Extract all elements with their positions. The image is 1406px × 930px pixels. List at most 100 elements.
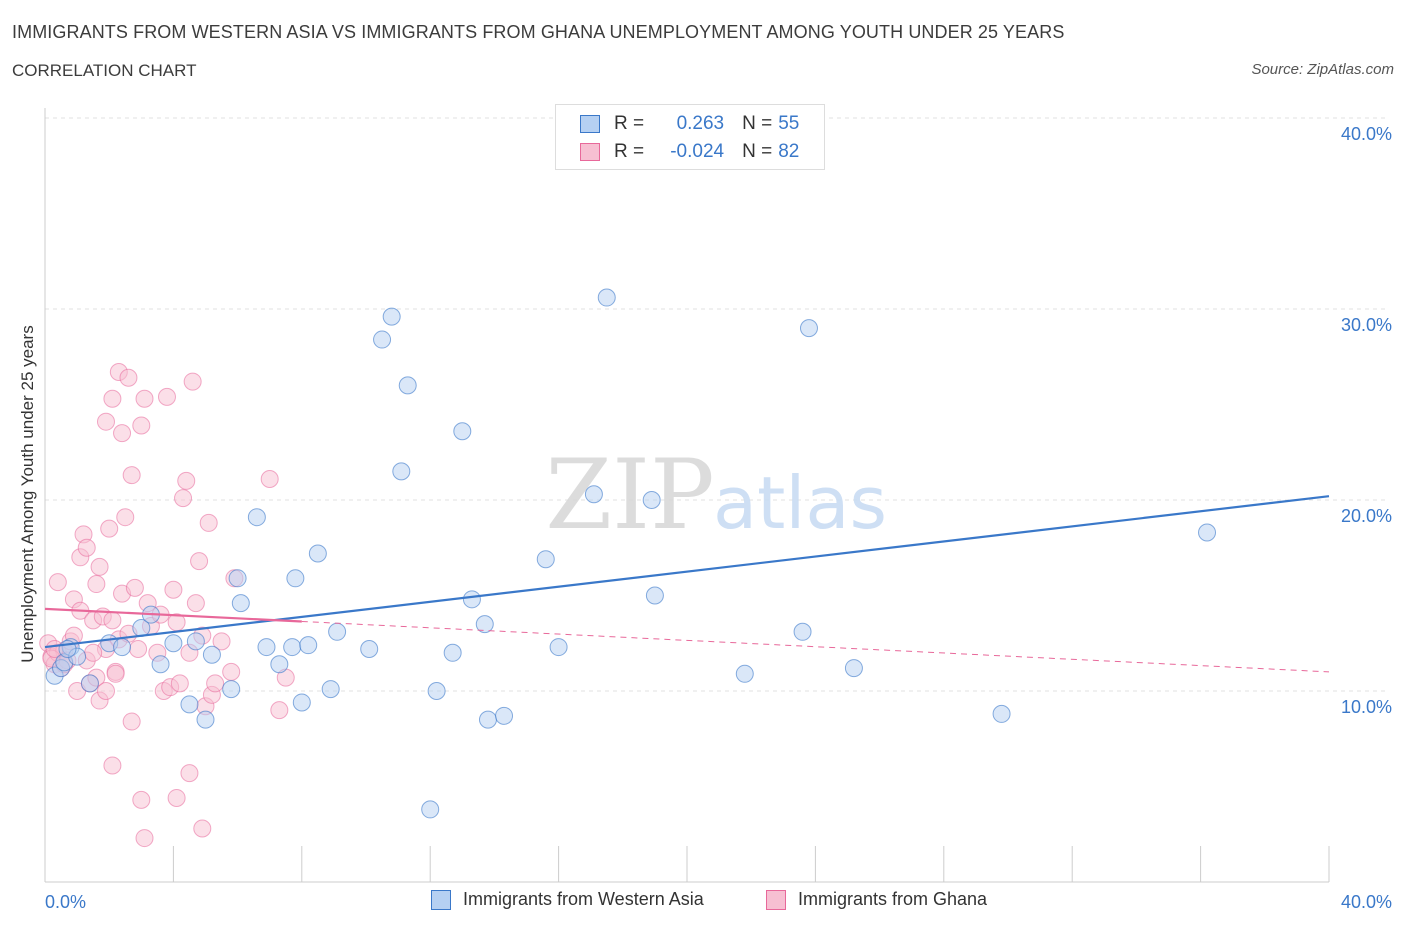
ghana-point — [116, 508, 135, 527]
ghana-point — [132, 416, 151, 435]
ghana-point — [177, 471, 196, 490]
western-asia-point — [549, 638, 568, 657]
legend-r-label: R = — [614, 141, 645, 162]
western-asia-point — [231, 594, 250, 613]
legend-r-label: R = — [614, 113, 645, 134]
ghana-point — [129, 639, 148, 658]
chart-title: IMMIGRANTS FROM WESTERN ASIA VS IMMIGRAN… — [12, 22, 1065, 42]
legend-r-value-2: -0.024 — [670, 141, 725, 162]
legend-row-ghana: R = -0.024 N = 82 — [580, 140, 799, 164]
y-axis-label: Unemployment Among Youth under 25 years — [18, 325, 37, 662]
ghana-point — [135, 829, 154, 848]
western-asia-point — [299, 636, 318, 655]
legend-swatch-blue — [580, 115, 600, 133]
ghana-point — [90, 557, 109, 576]
western-asia-point — [793, 622, 812, 641]
ghana-point — [193, 819, 212, 838]
chart-subtitle: CORRELATION CHART — [12, 61, 197, 80]
y-tick-label: 40.0% — [1341, 124, 1392, 144]
legend-n-value-1: 55 — [778, 113, 800, 134]
western-asia-point — [113, 638, 132, 657]
western-asia-point — [462, 590, 481, 609]
ghana-point — [164, 580, 183, 599]
ghana-point — [180, 764, 199, 783]
ghana-point — [103, 389, 122, 408]
ghana-point — [157, 387, 176, 406]
y-tick-label: 20.0% — [1341, 506, 1392, 526]
ghana-point — [206, 674, 225, 693]
legend-n-label: N = — [742, 141, 773, 162]
trend-lines — [44, 495, 1330, 673]
western-asia-point — [475, 615, 494, 634]
x-tick-label-max: 40.0% — [1341, 892, 1392, 912]
bottom-legend-ghana: Immigrants from Ghana — [766, 889, 987, 910]
ghana-point — [113, 424, 132, 443]
western-asia-point — [453, 422, 472, 441]
western-asia-point — [392, 462, 411, 481]
ghana-point — [119, 368, 138, 387]
ghana-point — [100, 519, 119, 538]
western-asia-point — [308, 544, 327, 563]
western-asia-point — [321, 680, 340, 699]
watermark-atlas: atlas — [713, 461, 887, 545]
ghana-point — [167, 788, 186, 807]
western-asia-point — [642, 491, 661, 509]
trend-line-ghana-solid — [44, 607, 302, 623]
ghana-point — [106, 664, 125, 683]
legend-r-value-1: 0.263 — [676, 113, 725, 134]
bottom-legend-label-2: Immigrants from Ghana — [798, 889, 988, 909]
western-asia-point — [584, 485, 603, 504]
western-asia-point — [1198, 523, 1217, 542]
legend-row-western-asia: R = 0.263 N = 55 — [580, 112, 799, 136]
ghana-point — [270, 701, 289, 720]
ghana-point — [132, 790, 151, 809]
ghana-point — [183, 372, 202, 391]
western-asia-point — [427, 682, 446, 700]
western-asia-point — [360, 639, 379, 658]
ghana-point — [260, 469, 279, 488]
western-asia-point — [992, 704, 1011, 723]
western-asia-point — [286, 569, 305, 588]
ghana-point — [103, 611, 122, 630]
ghana-point — [122, 712, 141, 731]
ghana-point — [222, 662, 241, 681]
bottom-legend-swatch-blue — [431, 889, 451, 910]
bottom-legend-label-1: Immigrants from Western Asia — [463, 889, 704, 909]
ghana-point — [186, 594, 205, 613]
western-asia-point — [196, 710, 215, 729]
ghana-point — [96, 412, 115, 431]
western-asia-point — [735, 664, 754, 683]
western-asia-point — [536, 550, 555, 569]
legend-n-label: N = — [742, 113, 773, 134]
tick-labels: 10.0% 20.0% 30.0% 40.0% 0.0% 40.0% — [45, 124, 1392, 912]
western-asia-point — [186, 632, 205, 651]
series-western-asia-points — [45, 288, 1217, 819]
legend-swatch-pink — [580, 143, 600, 161]
western-asia-point — [292, 693, 311, 712]
western-asia-point — [645, 586, 664, 605]
axes — [44, 108, 1330, 883]
ghana-point — [87, 575, 106, 594]
western-asia-point — [495, 706, 514, 725]
y-tick-label: 10.0% — [1341, 697, 1392, 717]
western-asia-point — [597, 288, 616, 307]
ghana-point — [48, 573, 67, 592]
western-asia-point — [799, 319, 818, 338]
western-asia-point — [443, 643, 462, 662]
bottom-legend-western-asia: Immigrants from Western Asia — [431, 889, 704, 910]
series-ghana-points — [39, 363, 295, 848]
western-asia-point — [382, 307, 401, 326]
watermark-zip: ZIP — [545, 439, 714, 551]
western-asia-point — [180, 695, 199, 714]
ghana-point — [199, 513, 218, 532]
ghana-point — [122, 466, 141, 485]
western-asia-point — [151, 655, 170, 674]
ghana-point — [212, 632, 231, 651]
y-tick-label: 30.0% — [1341, 315, 1392, 335]
ghana-point — [190, 552, 209, 571]
source-label: Source: ZipAtlas.com — [1251, 61, 1394, 78]
western-asia-point — [373, 330, 392, 349]
x-tick-label-min: 0.0% — [45, 892, 86, 912]
western-asia-point — [398, 376, 417, 395]
